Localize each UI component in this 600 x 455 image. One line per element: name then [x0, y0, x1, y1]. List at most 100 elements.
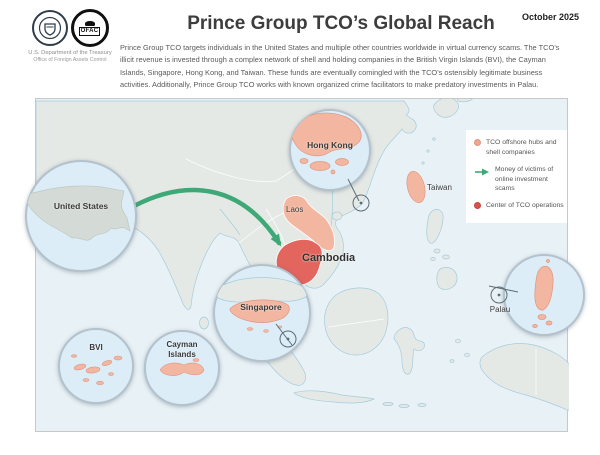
singapore-marker [279, 330, 297, 348]
united-states-label: United States [53, 201, 109, 211]
sri-lanka-island [199, 316, 209, 330]
bvi-island [108, 372, 114, 376]
maluku-island [455, 338, 461, 344]
palau-marker-dot [497, 293, 501, 297]
bvi-island [85, 366, 101, 374]
location-markers [275, 178, 519, 348]
hainan-island [331, 211, 343, 221]
ofac-seal-icon: OFAC [70, 9, 109, 47]
visayas-island [442, 254, 450, 260]
singapore-label: Singapore [240, 302, 282, 312]
japan-islands [433, 99, 473, 118]
singapore-marker-dot [286, 337, 290, 341]
ryukyu-island [421, 161, 425, 165]
palau-marker [490, 286, 508, 304]
sg-islet [263, 329, 269, 333]
palau-label: Palau [489, 305, 511, 314]
bvi-island [96, 380, 104, 386]
johor-land [214, 277, 309, 303]
bvi-island [101, 360, 113, 366]
sunda-island [398, 404, 410, 408]
sunda-island [382, 402, 394, 406]
lantau-island [335, 158, 349, 166]
publication-date: October 2025 [521, 12, 579, 22]
palau-islet [546, 259, 550, 263]
bvi-island [71, 354, 77, 358]
money-flow-arrow [131, 187, 282, 247]
united-states-shape [26, 185, 131, 241]
mindanao-island [436, 267, 458, 290]
money-flow-arrow-icon [475, 168, 489, 176]
palau-islet [545, 320, 553, 326]
map-legend: TCO offshore hubs and shell companies Mo… [466, 130, 567, 224]
java-island [293, 390, 376, 404]
hong-kong-inset-circle [289, 109, 371, 191]
legend-item-tco-center: Center of TCO operations [474, 201, 564, 211]
singapore-leader-line [275, 323, 293, 346]
org-name: U.S. Department of the Treasury [28, 50, 112, 56]
offshore-hub-dot-icon [474, 139, 481, 146]
cayman-islet [192, 358, 200, 362]
hong-kong-leader-line [347, 178, 360, 202]
hong-kong-marker [352, 194, 370, 212]
borneo-island [324, 287, 389, 356]
cayman-inset-circle [144, 330, 220, 406]
ofac-eagle-icon [84, 20, 95, 26]
palau-inset-circle [503, 254, 585, 336]
sulawesi-island [393, 327, 425, 375]
singapore-inset-circle [213, 264, 311, 362]
seal-row: OFAC [20, 9, 120, 47]
bvi-island [73, 363, 87, 371]
title-block: Prince Group TCO’s Global Reach Prince G… [120, 13, 562, 92]
legend-item-money-flow: Money of victims of online investment sc… [474, 165, 564, 195]
bvi-label: BVI [89, 343, 103, 352]
legend-item-offshore-hubs: TCO offshore hubs and shell companies [474, 138, 564, 158]
hong-kong-island [309, 161, 331, 171]
hong-kong-marker-dot [359, 201, 363, 205]
palau-islet [537, 314, 547, 320]
taiwan-label: Taiwan [427, 183, 452, 192]
description-paragraph: Prince Group TCO targets individuals in … [120, 43, 560, 90]
maluku-island [449, 359, 455, 363]
treasury-seal-icon [31, 10, 68, 46]
hong-kong-label: Hong Kong [307, 140, 353, 150]
bvi-island [113, 355, 123, 361]
agency-logos: OFAC U.S. Department of the Treasury Off… [20, 9, 120, 63]
visayas-island [430, 257, 436, 261]
laos-region [282, 195, 335, 251]
us-inset-circle [25, 160, 137, 272]
legend-label: Center of TCO operations [486, 202, 564, 210]
sg-islet [246, 327, 254, 331]
ofac-seal-label: OFAC [78, 26, 101, 36]
ryukyu-island [426, 149, 430, 153]
maluku-island [464, 352, 470, 358]
visayas-island [433, 248, 441, 254]
ryukyu-island [432, 137, 436, 141]
bvi-inset-circle [58, 328, 134, 404]
page-title: Prince Group TCO’s Global Reach [187, 13, 495, 34]
taiwan-region [406, 170, 426, 204]
sunda-island [417, 403, 427, 407]
new-guinea-island [479, 343, 569, 411]
palau-main-island [534, 265, 554, 311]
bvi-island [82, 378, 90, 382]
grand-cayman-island [159, 362, 205, 376]
palau-leader-line [488, 285, 519, 293]
cayman-islands-label: Cayman Islands [166, 340, 198, 359]
hk-islet [330, 169, 336, 175]
treasury-shield-icon [38, 16, 61, 40]
laos-label: Laos [286, 205, 304, 214]
cambodia-label: Cambodia [302, 252, 356, 264]
map-canvas [25, 99, 585, 411]
luzon-island [426, 209, 444, 244]
tco-center-dot-icon [474, 202, 481, 210]
hk-islet [299, 158, 309, 164]
palau-islet [532, 324, 538, 328]
hong-kong-peninsula [290, 112, 362, 157]
legend-label: TCO offshore hubs and shell companies [486, 139, 557, 156]
org-subname: Office of Foreign Assets Control [33, 57, 107, 63]
asia-pacific-map: United States Hong Kong Taiwan Laos Camb… [25, 98, 585, 432]
singapore-island [229, 299, 290, 323]
legend-label: Money of victims of online investment sc… [495, 165, 554, 193]
